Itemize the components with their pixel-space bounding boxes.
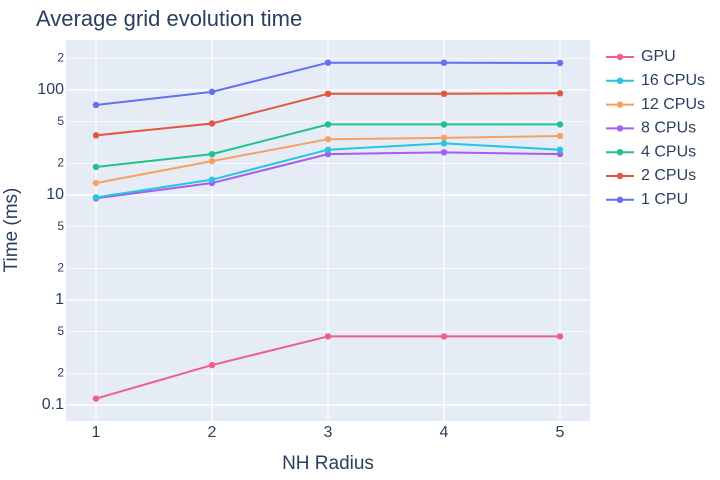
data-point-12-cpus: [208, 157, 216, 165]
series-2-cpus: [92, 90, 564, 139]
legend-swatch-marker: [616, 53, 624, 61]
data-point-2-cpus: [208, 120, 216, 127]
data-point-2-cpus: [92, 132, 100, 139]
data-point-2-cpus: [440, 90, 448, 98]
x-tick-label: 2: [208, 424, 217, 441]
x-tick-label: 1: [92, 424, 101, 441]
grid-lines: [66, 40, 590, 421]
series-12-cpus: [92, 132, 564, 187]
data-point-8-cpus: [440, 149, 448, 156]
x-axis-ticks: 1 2 3 4 5: [92, 424, 565, 441]
data-point-12-cpus: [556, 132, 564, 140]
data-point-4-cpus: [208, 150, 216, 158]
legend-item-1-cpu[interactable]: 1 CPU: [606, 191, 688, 208]
y-tick-label: 10: [46, 186, 64, 203]
data-point-16-cpus: [556, 146, 564, 153]
data-point-12-cpus: [440, 134, 448, 142]
legend-swatch-marker: [616, 172, 624, 180]
legend-swatch-marker: [616, 101, 624, 108]
y-minor-tick-label: 5: [57, 114, 64, 128]
series-gpu: [92, 333, 564, 402]
legend-label: 2 CPUs: [641, 167, 696, 184]
y-minor-tick-label: 5: [57, 324, 64, 338]
y-minor-tick-label: 2: [57, 261, 64, 275]
legend: GPU 16 CPUs 12 CPUs 8 CPUs 4 CPUs 2 CPUs 1 CPU: [606, 48, 705, 208]
chart-title: Average grid evolution time: [36, 6, 302, 31]
data-point-gpu: [556, 333, 564, 340]
data-point-4-cpus: [556, 121, 564, 128]
x-axis-title: NH Radius: [282, 453, 374, 474]
data-point-8-cpus: [556, 150, 564, 158]
data-point-1-cpu: [208, 88, 216, 96]
y-axis-title: Time (ms): [1, 188, 22, 273]
y-tick-label: 1: [55, 291, 64, 308]
legend-label: 1 CPU: [641, 191, 688, 208]
y-minor-tick-label: 2: [57, 51, 64, 65]
data-point-12-cpus: [92, 179, 100, 187]
data-point-4-cpus: [324, 121, 332, 128]
x-tick-label: 3: [324, 424, 333, 441]
legend-swatch-marker: [616, 196, 624, 203]
legend-swatch-marker: [616, 77, 624, 85]
legend-label: 8 CPUs: [641, 120, 696, 137]
data-point-gpu: [208, 361, 216, 369]
x-tick-label: 4: [440, 424, 449, 441]
data-point-2-cpus: [556, 90, 564, 97]
series-1-cpu: [92, 59, 564, 109]
y-minor-tick-label: 2: [57, 366, 64, 380]
series-16-cpus: [92, 140, 564, 201]
legend-swatch-marker: [616, 125, 624, 132]
data-point-16-cpus: [92, 194, 100, 201]
data-point-12-cpus: [324, 135, 332, 143]
data-point-16-cpus: [440, 140, 448, 147]
data-point-1-cpu: [556, 59, 564, 67]
data-point-2-cpus: [324, 90, 332, 98]
data-point-16-cpus: [208, 176, 216, 183]
y-tick-label: 100: [37, 81, 64, 98]
x-tick-label: 5: [556, 424, 565, 441]
data-point-1-cpu: [440, 59, 448, 66]
legend-swatch-marker: [616, 149, 624, 156]
legend-item-8-cpus[interactable]: 8 CPUs: [606, 120, 696, 137]
y-minor-tick-label: 2: [57, 156, 64, 170]
legend-item-16-cpus[interactable]: 16 CPUs: [606, 72, 705, 89]
legend-item-12-cpus[interactable]: 12 CPUs: [606, 96, 705, 113]
data-point-gpu: [440, 333, 448, 340]
legend-item-2-cpus[interactable]: 2 CPUs: [606, 167, 696, 184]
data-point-8-cpus: [324, 150, 332, 158]
data-point-gpu: [324, 333, 332, 340]
data-point-1-cpu: [324, 59, 332, 66]
legend-label: 16 CPUs: [641, 72, 705, 89]
series-layer: [92, 59, 564, 402]
y-tick-label: 0.1: [42, 396, 64, 413]
data-point-4-cpus: [92, 163, 100, 171]
legend-item-4-cpus[interactable]: 4 CPUs: [606, 143, 696, 160]
legend-item-gpu[interactable]: GPU: [606, 48, 676, 65]
data-point-16-cpus: [324, 146, 332, 153]
series-4-cpus: [92, 121, 564, 171]
data-point-1-cpu: [92, 101, 100, 109]
data-point-4-cpus: [440, 121, 448, 128]
y-axis-ticks: 0.1 1 10 100 2 5 2 5 2 5 2: [37, 51, 64, 414]
legend-label: 4 CPUs: [641, 143, 696, 160]
y-minor-tick-label: 5: [57, 219, 64, 233]
data-point-gpu: [92, 395, 100, 402]
legend-label: GPU: [641, 48, 676, 65]
legend-label: 12 CPUs: [641, 96, 705, 113]
